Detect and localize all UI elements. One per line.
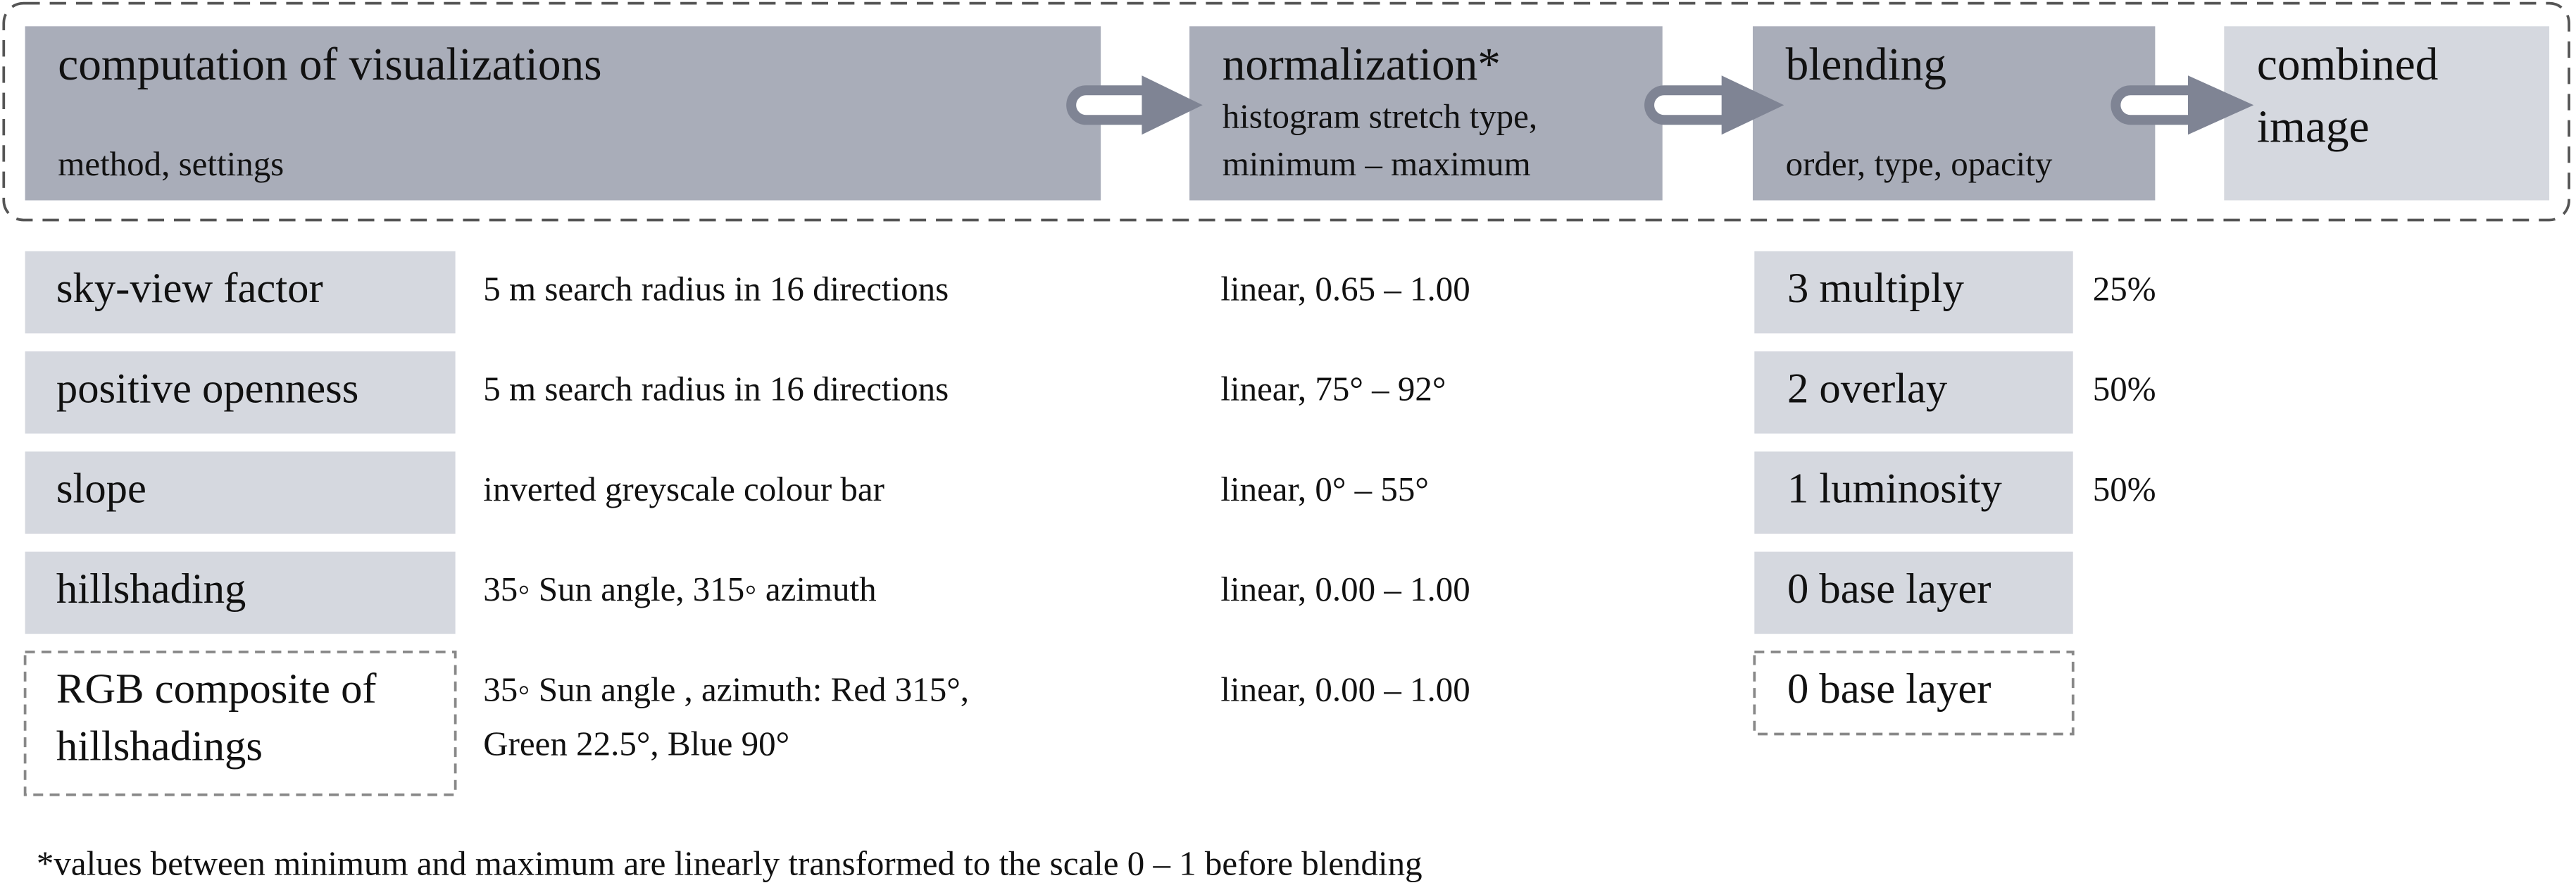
visualization-box (25, 451, 456, 534)
visualization-box (23, 650, 457, 796)
step-box (25, 26, 1101, 201)
blending: 0 base layer (1787, 665, 1992, 713)
opacity: 25% (2093, 269, 2156, 308)
normalization: linear, 75° – 92° (1220, 370, 1446, 408)
normalization: linear, 0° – 55° (1220, 470, 1429, 508)
step-details: histogram stretch type, (1223, 96, 1537, 135)
step-box (1189, 26, 1663, 201)
step-details: minimum – maximum (1223, 144, 1531, 183)
step-title: normalization* (1223, 39, 1501, 90)
visualization-label: hillshadings (56, 723, 263, 770)
visualization-box (25, 551, 456, 634)
visualization-label: RGB composite of (56, 665, 377, 713)
blending: 2 overlay (1787, 365, 1948, 412)
arrow (1644, 75, 1784, 135)
step-title: blending (1786, 39, 1946, 90)
opacity: 50% (2093, 370, 2156, 408)
settings: 5 m search radius in 16 directions (483, 269, 949, 308)
opacity: 50% (2093, 470, 2156, 508)
normalization: linear, 0.65 – 1.00 (1220, 269, 1470, 308)
blending: 3 multiply (1787, 265, 1965, 312)
step-title: combined (2257, 39, 2438, 90)
settings: 35◦ Sun angle, 315◦ azimuth (483, 570, 876, 608)
step-box (1752, 26, 2156, 201)
step-details: method, settings (58, 144, 284, 183)
visualization-label: slope (56, 465, 146, 513)
blending-box (1753, 650, 2075, 736)
visualization-label: hillshading (56, 565, 246, 613)
step-details: order, type, opacity (1786, 144, 2053, 183)
visualization-box (25, 251, 456, 334)
settings: 5 m search radius in 16 directions (483, 370, 949, 408)
blending: 0 base layer (1787, 565, 1992, 613)
visualization-box (25, 351, 456, 434)
arrow (1066, 75, 1203, 135)
step-title: image (2257, 102, 2370, 153)
normalization: linear, 0.00 – 1.00 (1220, 570, 1470, 608)
blending-box (1754, 551, 2073, 634)
step-title: computation of visualizations (58, 39, 601, 90)
blending-box (1754, 351, 2073, 434)
settings: Green 22.5°, Blue 90° (483, 724, 789, 763)
blending-box (1754, 451, 2073, 534)
blending-box (1754, 251, 2073, 334)
blending: 1 luminosity (1787, 465, 2003, 513)
step-box (2224, 26, 2550, 201)
settings: 35◦ Sun angle , azimuth: Red 315°, (483, 670, 969, 708)
normalization: linear, 0.00 – 1.00 (1220, 670, 1470, 708)
settings: inverted greyscale colour bar (483, 470, 884, 508)
pipeline-frame (2, 1, 2570, 222)
footnote: *values between minimum and maximum are … (37, 844, 1423, 883)
visualization-label: positive openness (56, 365, 358, 412)
visualization-label: sky-view factor (56, 265, 323, 312)
arrow (2111, 75, 2254, 135)
